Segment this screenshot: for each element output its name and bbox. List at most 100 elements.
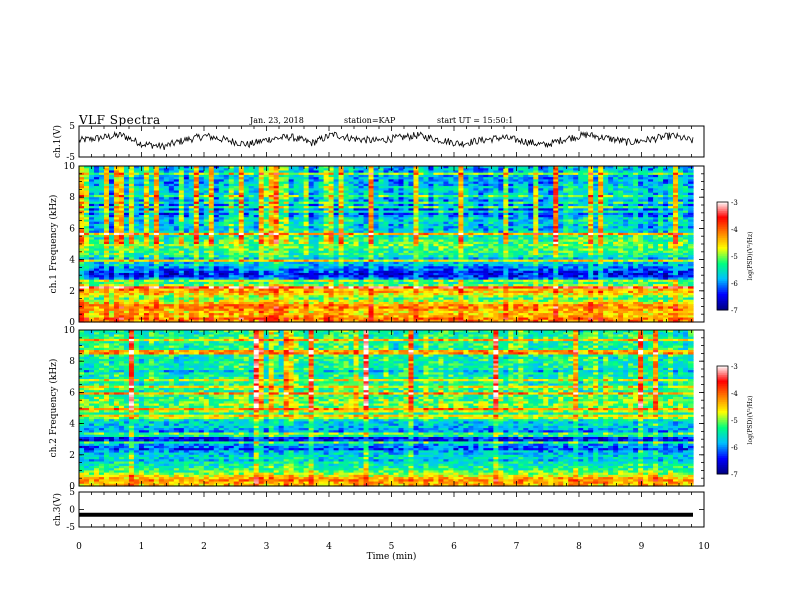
spectrogram-cell xyxy=(293,194,300,198)
spectrogram-cell xyxy=(378,221,385,225)
spectrogram-cell xyxy=(83,250,90,254)
spectrogram-cell xyxy=(438,252,444,256)
spectrogram-cell xyxy=(313,168,320,172)
spectrogram-cell xyxy=(613,203,619,207)
spectrogram-cell xyxy=(618,166,624,169)
spectrogram-cell xyxy=(493,232,499,236)
spectrogram-cell xyxy=(398,246,405,250)
spectrogram-cell xyxy=(303,244,310,247)
spectrogram-cell xyxy=(368,221,375,225)
spectrogram-cell xyxy=(323,226,330,229)
spectrogram-cell xyxy=(273,212,280,216)
spectrogram-cell xyxy=(443,166,449,169)
spectrogram-cell xyxy=(273,183,280,187)
spectrogram-cell xyxy=(418,179,425,183)
spectrogram-cell xyxy=(328,190,335,194)
spectrogram-cell xyxy=(228,199,235,203)
y-tick-label: -5 xyxy=(66,153,75,163)
spectrogram-cell xyxy=(218,188,225,192)
spectrogram-cell xyxy=(128,237,135,241)
spectrogram-cell xyxy=(608,219,614,223)
spectrogram-cell xyxy=(263,174,270,178)
spectrogram-cell xyxy=(658,244,664,247)
spectrogram-cell xyxy=(538,228,544,232)
spectrogram-cell xyxy=(618,170,624,174)
spectrogram-cell xyxy=(263,221,270,225)
spectrogram-cell xyxy=(688,219,694,223)
spectrogram-cell xyxy=(83,194,90,198)
spectrogram-cell xyxy=(293,228,300,232)
spectrogram-cell xyxy=(603,230,609,234)
spectrogram-cell xyxy=(663,248,669,252)
spectrogram-cell xyxy=(638,230,644,234)
spectrogram-cell xyxy=(533,181,539,185)
spectrogram-cell xyxy=(253,186,260,189)
spectrogram-cell xyxy=(663,190,669,194)
spectrogram-cell xyxy=(313,223,320,227)
spectrogram-cell xyxy=(403,248,410,252)
spectrogram-cell xyxy=(88,183,95,187)
spectrogram-cell xyxy=(688,186,694,189)
spectrogram-cell xyxy=(648,194,654,198)
spectrogram-cell xyxy=(593,181,599,185)
spectrogram-cell xyxy=(253,166,260,169)
spectrogram-cell xyxy=(513,166,519,169)
spectrogram-cell xyxy=(283,166,290,169)
spectrogram-cell xyxy=(573,250,579,254)
spectrogram-cell xyxy=(383,170,390,174)
spectrogram-cell xyxy=(323,201,330,205)
spectrogram-cell xyxy=(688,223,694,227)
spectrogram-cell xyxy=(363,246,370,250)
spectrogram-cell xyxy=(178,239,185,243)
spectrogram-cell xyxy=(573,179,579,183)
spectrogram-cell xyxy=(79,248,85,252)
spectrogram-cell xyxy=(148,183,155,187)
spectrogram-cell xyxy=(563,181,569,185)
spectrogram-cell xyxy=(328,241,335,245)
spectrogram-cell xyxy=(313,179,320,183)
spectrogram-cell xyxy=(513,248,519,252)
spectrogram-cell xyxy=(168,235,175,238)
spectrogram-cell xyxy=(473,172,479,176)
spectrogram-cell xyxy=(223,239,230,243)
spectrogram-cell xyxy=(463,219,469,223)
spectrogram-cell xyxy=(213,188,220,192)
spectrogram-cell xyxy=(378,241,385,245)
spectrogram-cell xyxy=(218,170,225,174)
spectrogram-cell xyxy=(568,235,574,238)
spectrogram-cell xyxy=(473,183,479,187)
spectrogram-cell xyxy=(528,174,534,178)
spectrogram-cell xyxy=(198,215,205,218)
spectrogram-cell xyxy=(548,166,554,169)
spectrogram-cell xyxy=(103,239,110,243)
spectrogram-cell xyxy=(493,246,499,250)
spectrogram-cell xyxy=(98,228,105,232)
spectrogram-cell xyxy=(128,219,135,223)
spectrogram-cell xyxy=(588,201,594,205)
spectrogram-cell xyxy=(138,190,145,194)
spectrogram-cell xyxy=(243,246,250,250)
spectrogram-cell xyxy=(643,199,649,203)
spectrogram-cell xyxy=(208,197,215,201)
spectrogram-cell xyxy=(168,241,175,245)
spectrogram-cell xyxy=(428,170,435,174)
spectrogram-cell xyxy=(618,194,624,198)
spectrogram-cell xyxy=(388,172,395,176)
spectrogram-cell xyxy=(233,190,240,194)
spectrogram-cell xyxy=(323,179,330,183)
spectrogram-cell xyxy=(168,192,175,196)
spectrogram-cell xyxy=(633,248,639,252)
spectrogram-cell xyxy=(163,250,170,254)
spectrogram-cell xyxy=(368,223,375,227)
spectrogram-cell xyxy=(338,248,345,252)
spectrogram-cell xyxy=(158,215,165,218)
spectrogram-cell xyxy=(158,212,165,216)
spectrogram-cell xyxy=(313,186,320,189)
spectrogram-cell xyxy=(558,172,564,176)
spectrogram-cell xyxy=(283,248,290,252)
spectrogram-cell xyxy=(568,183,574,187)
spectrogram-cell xyxy=(608,232,614,236)
spectrogram-cell xyxy=(133,186,140,189)
spectrogram-cell xyxy=(158,188,165,192)
spectrogram-cell xyxy=(188,181,195,185)
